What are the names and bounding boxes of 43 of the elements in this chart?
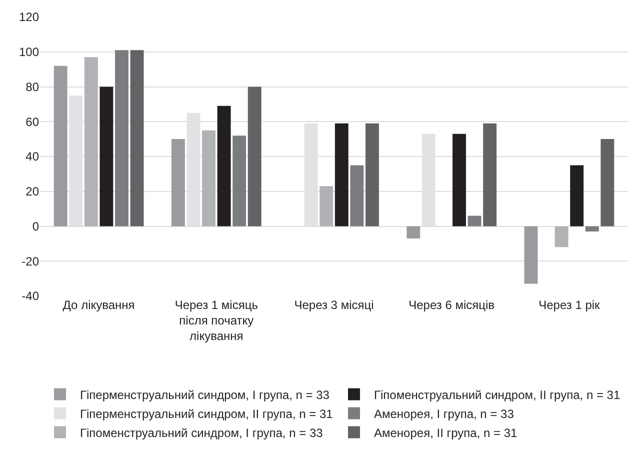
bar <box>171 139 185 226</box>
x-tick-label: Через 3 місяці <box>294 298 374 312</box>
bar <box>452 134 466 226</box>
bar <box>232 136 246 226</box>
bar <box>585 226 599 232</box>
bar <box>54 66 68 226</box>
bar <box>554 226 568 248</box>
legend-label: Гіпоменструальний синдром, II група, n = 31 <box>374 388 620 402</box>
bar <box>248 86 262 226</box>
x-tick-label: Через 1 рік <box>538 298 601 312</box>
bar <box>130 50 144 226</box>
bar <box>483 123 497 226</box>
y-tick-label: 60 <box>26 114 40 129</box>
bar <box>406 226 420 238</box>
y-tick-label: 0 <box>32 219 40 234</box>
x-tick-label: Через 1 місяць після початку лікування <box>174 298 258 344</box>
bar <box>100 86 114 226</box>
x-tick-label: Через 6 місяців <box>408 298 495 312</box>
y-tick-label: 20 <box>26 184 40 199</box>
bar <box>334 123 348 226</box>
bar <box>600 139 614 226</box>
y-tick-label: -20 <box>22 254 40 268</box>
legend-label: Гіперменструальний синдром, I група, n = 33 <box>80 388 330 402</box>
bar <box>202 130 216 226</box>
bar <box>570 165 584 226</box>
y-tick-label: 80 <box>26 80 40 94</box>
legend-label: Аменорея, I група, n = 33 <box>374 406 514 421</box>
bar <box>365 123 379 226</box>
bar <box>217 106 231 226</box>
bar <box>115 50 128 226</box>
bar <box>320 186 334 226</box>
legend-label: Аменорея, II група, n = 31 <box>374 426 518 440</box>
x-tick-label: До лікування <box>62 298 135 312</box>
legend-label: Гіпоменструальний синдром, I група, n = 33 <box>80 426 324 440</box>
bar <box>524 226 538 284</box>
y-tick-label: 120 <box>18 10 40 24</box>
y-tick-label: 40 <box>26 150 40 164</box>
y-tick-label: 100 <box>18 45 40 60</box>
bar <box>84 57 98 226</box>
y-tick-label: -40 <box>22 289 40 304</box>
legend-label: Гіперменструальний синдром, II група, n = 31 <box>80 406 334 421</box>
bar <box>350 165 364 226</box>
bar <box>468 216 482 226</box>
